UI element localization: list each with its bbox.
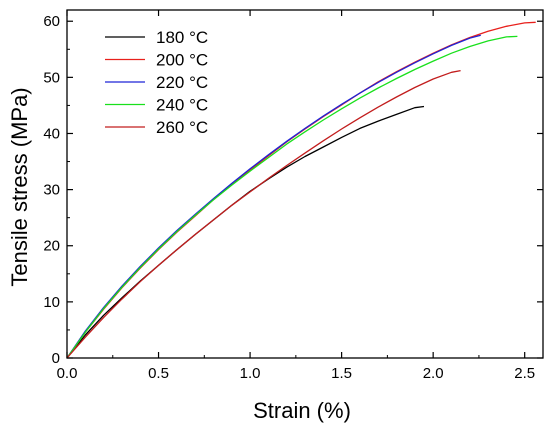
y-tick-label: 20 [43, 238, 60, 255]
x-tick-label: 1.5 [331, 365, 352, 382]
x-tick-label: 2.0 [423, 365, 444, 382]
y-tick-label: 60 [43, 13, 60, 30]
legend-label: 220 °C [156, 73, 208, 92]
x-tick-label: 1.0 [240, 365, 261, 382]
y-tick-label: 0 [52, 350, 60, 367]
series-line [66, 35, 518, 359]
x-axis-title: Strain (%) [253, 398, 351, 423]
legend-label: 200 °C [156, 51, 208, 70]
y-tick-label: 40 [43, 125, 60, 142]
x-tick-label: 0.5 [148, 365, 169, 382]
y-tick-label: 50 [43, 69, 60, 86]
plot-frame [66, 9, 544, 359]
legend-label: 260 °C [156, 118, 208, 137]
x-tick-label: 0.0 [57, 365, 78, 382]
series-line [66, 69, 461, 359]
legend-label: 240 °C [156, 96, 208, 115]
x-tick-label: 2.5 [514, 365, 535, 382]
series-line [66, 34, 481, 359]
series-line [66, 105, 425, 359]
series-line [66, 21, 536, 359]
y-tick-label: 10 [43, 294, 60, 311]
legend-label: 180 °C [156, 28, 208, 47]
y-axis-title: Tensile stress (MPa) [7, 87, 32, 286]
y-tick-label: 30 [43, 182, 60, 199]
